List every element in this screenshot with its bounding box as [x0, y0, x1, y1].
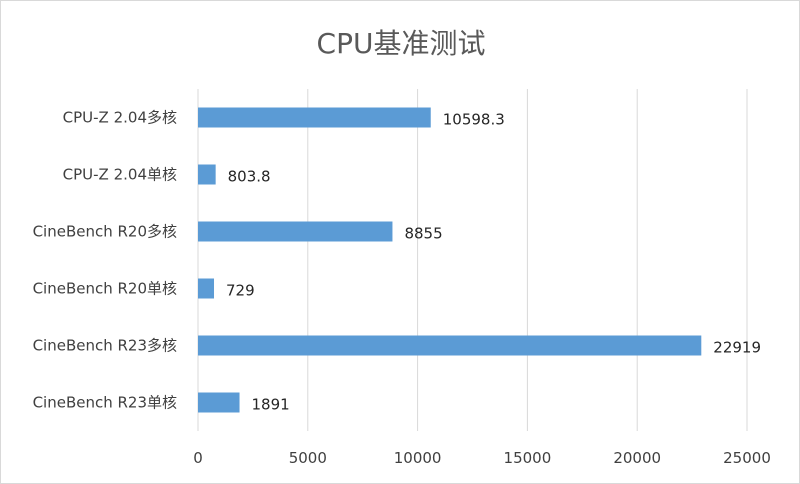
data-label: 803.8: [228, 168, 271, 186]
data-label: 10598.3: [443, 111, 505, 129]
x-tick-label: 15000: [504, 449, 552, 467]
x-tick-label: 20000: [613, 449, 661, 467]
category-label: CineBench R20单核: [33, 280, 177, 298]
data-label: 729: [226, 282, 255, 300]
bars: [198, 107, 702, 413]
data-labels: 10598.3 803.8 8855 729 22919 1891: [226, 111, 761, 414]
category-label: CineBench R20多核: [33, 223, 177, 241]
category-label: CineBench R23单核: [33, 394, 177, 412]
x-tick-label: 25000: [723, 449, 771, 467]
x-tick-label: 5000: [289, 449, 327, 467]
x-tick-label: 0: [193, 449, 203, 467]
x-axis-tick-labels: 0 5000 10000 15000 20000 25000: [193, 449, 771, 467]
data-label: 22919: [713, 339, 761, 357]
bar: [198, 107, 431, 128]
chart-title: CPU基准测试: [317, 27, 486, 60]
category-label: CPU-Z 2.04多核: [63, 109, 177, 127]
bar: [198, 221, 393, 242]
bar: [198, 392, 240, 413]
gridlines: [197, 89, 748, 431]
bar: [198, 278, 215, 299]
x-tick-label: 10000: [394, 449, 442, 467]
category-label: CineBench R23多核: [33, 337, 177, 355]
data-label: 8855: [404, 225, 442, 243]
bar: [198, 335, 702, 356]
category-labels: CPU-Z 2.04多核 CPU-Z 2.04单核 CineBench R20多核 C…: [33, 109, 177, 412]
data-label: 1891: [252, 396, 290, 414]
category-label: CPU-Z 2.04单核: [63, 166, 177, 184]
bar: [198, 164, 216, 185]
